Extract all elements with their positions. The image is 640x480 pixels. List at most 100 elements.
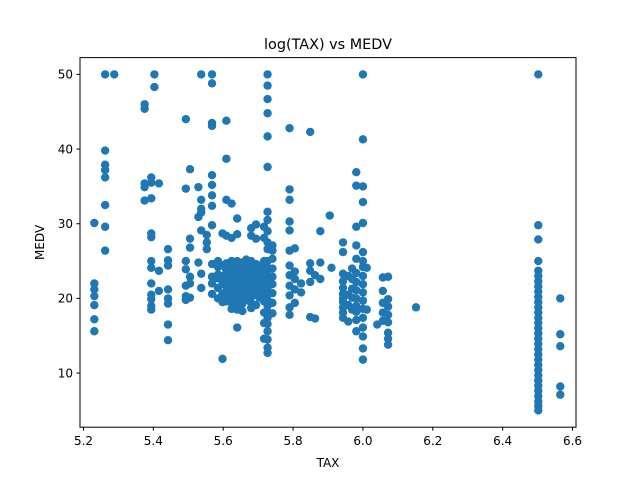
data-point xyxy=(358,218,368,228)
data-point xyxy=(285,123,294,133)
data-point xyxy=(316,227,325,236)
data-point xyxy=(263,348,272,358)
data-point xyxy=(383,334,393,343)
y-tick-label: 10 xyxy=(58,366,73,380)
data-point xyxy=(263,132,272,141)
data-point xyxy=(285,195,294,205)
data-point xyxy=(325,211,334,220)
data-point xyxy=(100,165,110,175)
x-tick-label: 6.4 xyxy=(493,434,512,448)
data-point xyxy=(150,70,159,79)
data-point xyxy=(251,300,261,310)
data-point xyxy=(150,82,159,92)
data-point xyxy=(358,344,368,353)
data-point xyxy=(358,280,368,289)
data-point xyxy=(534,221,543,230)
data-point xyxy=(290,244,300,253)
data-point xyxy=(556,390,565,399)
data-point xyxy=(352,277,361,287)
data-point xyxy=(352,268,361,278)
data-point xyxy=(194,182,203,192)
data-point xyxy=(197,283,206,293)
data-point xyxy=(100,146,110,155)
data-point xyxy=(207,70,217,79)
data-point xyxy=(327,263,336,272)
data-point xyxy=(556,294,565,303)
data-point xyxy=(100,200,110,210)
data-point xyxy=(352,168,361,177)
y-tick-label: 40 xyxy=(58,142,73,156)
data-point xyxy=(140,182,149,192)
data-point xyxy=(194,258,203,267)
data-point xyxy=(90,300,99,310)
data-point xyxy=(285,185,294,194)
x-tick-label: 5.8 xyxy=(284,434,303,448)
data-point xyxy=(251,220,261,229)
data-point xyxy=(352,285,361,295)
data-point xyxy=(268,246,277,255)
data-point xyxy=(163,244,173,254)
data-point xyxy=(154,266,164,275)
data-point xyxy=(534,70,543,79)
data-point xyxy=(310,314,320,323)
data-point xyxy=(305,259,315,268)
data-point xyxy=(290,274,300,284)
data-point xyxy=(358,271,368,281)
data-point xyxy=(185,165,195,174)
data-point xyxy=(338,238,348,247)
data-point xyxy=(90,218,99,228)
data-point xyxy=(147,194,156,203)
data-point xyxy=(383,340,393,349)
data-point xyxy=(296,279,306,288)
data-point xyxy=(263,227,272,236)
data-point xyxy=(207,221,217,230)
data-point xyxy=(232,214,242,223)
data-point xyxy=(316,274,325,284)
x-tick-label: 5.2 xyxy=(74,434,93,448)
data-point xyxy=(290,267,300,276)
data-point xyxy=(185,293,195,302)
data-point xyxy=(378,286,388,296)
data-point xyxy=(352,294,361,303)
data-point xyxy=(358,135,368,144)
data-point xyxy=(181,265,191,274)
data-point xyxy=(352,327,361,336)
data-point xyxy=(90,327,99,336)
data-point xyxy=(296,288,306,297)
data-point xyxy=(383,318,393,327)
data-point xyxy=(263,327,272,336)
data-point xyxy=(268,298,277,308)
data-point xyxy=(251,234,261,243)
data-point xyxy=(358,247,368,257)
data-point xyxy=(90,279,99,288)
data-point xyxy=(383,328,393,337)
data-point xyxy=(202,244,211,254)
data-point xyxy=(358,256,368,266)
data-point xyxy=(207,191,217,200)
data-point xyxy=(163,336,173,345)
data-point xyxy=(268,288,277,298)
data-point xyxy=(305,277,315,287)
data-point xyxy=(358,70,368,79)
data-point xyxy=(90,291,99,301)
data-point xyxy=(352,307,361,317)
data-point xyxy=(290,285,300,294)
data-point xyxy=(90,315,99,324)
data-point xyxy=(338,277,348,286)
data-point xyxy=(202,230,211,240)
y-tick-label: 20 xyxy=(58,292,73,306)
data-point xyxy=(383,310,393,320)
x-axis-label: TAX xyxy=(316,456,340,470)
data-point xyxy=(534,235,543,244)
y-axis-label: MEDV xyxy=(33,224,47,260)
data-point xyxy=(222,116,231,125)
data-point xyxy=(263,162,272,172)
data-point xyxy=(185,243,195,252)
data-point xyxy=(197,208,206,217)
x-tick-label: 5.6 xyxy=(214,434,233,448)
data-point xyxy=(147,305,156,314)
data-point xyxy=(185,279,195,288)
data-point xyxy=(185,272,195,281)
